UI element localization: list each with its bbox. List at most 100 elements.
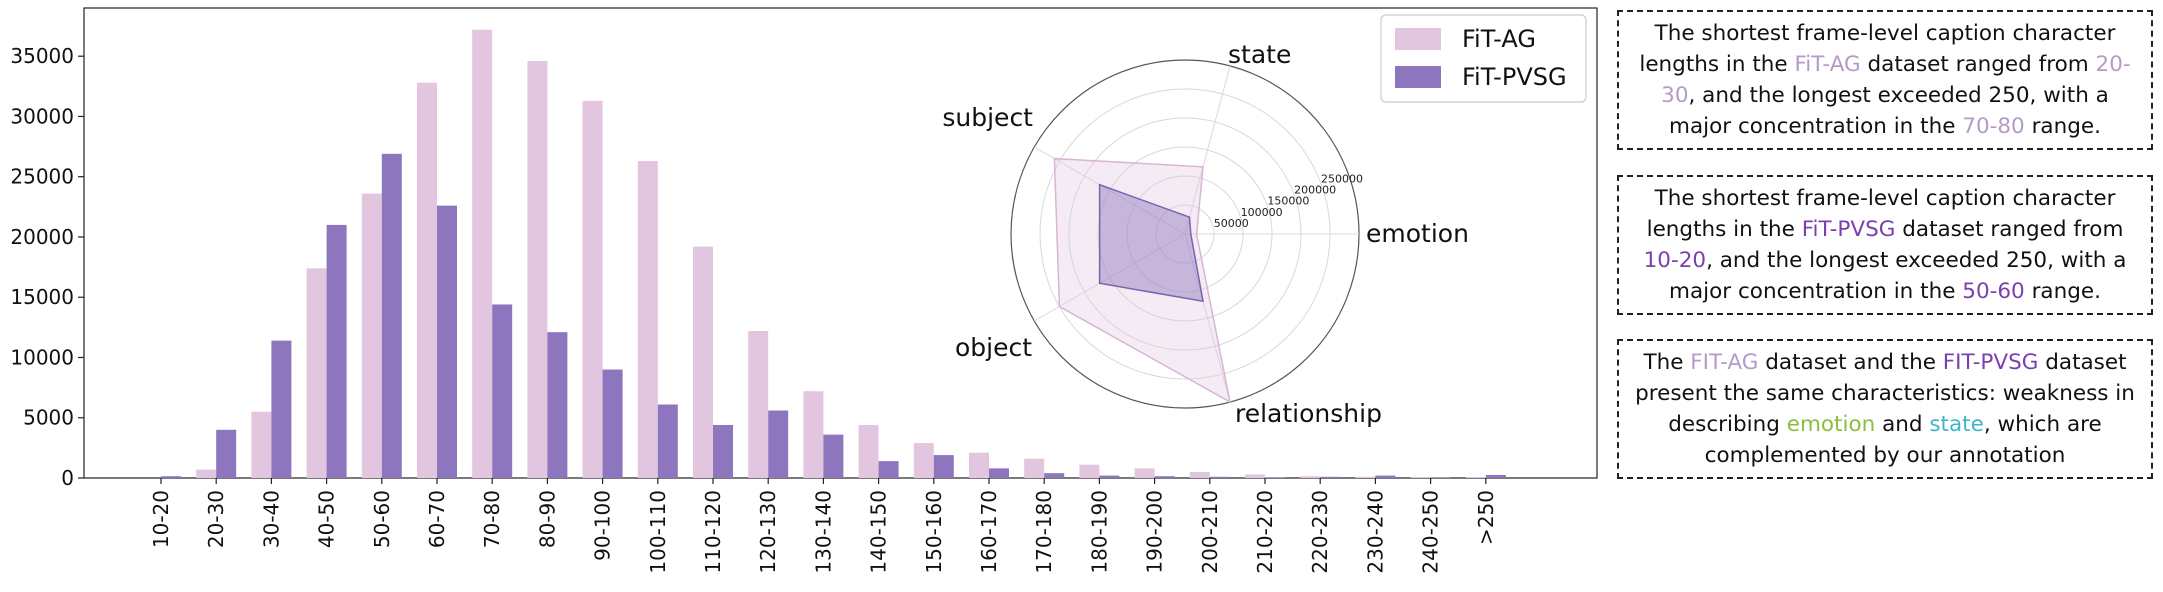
radar-tick-label: 150000 — [1267, 195, 1309, 208]
bar-fit-ag — [748, 330, 769, 478]
legend-swatch-fit-pvsg — [1395, 66, 1441, 88]
bar-fit-ag — [1079, 464, 1100, 478]
x-tick-label: 160-170 — [977, 490, 1001, 574]
chart-figure: 0 5000 10000 15000 20000 25000 30000 35000 10-20… — [10, 7, 1598, 574]
annotation-text-segment: , and the longest exceeded 250, with a m… — [1669, 83, 2109, 139]
annotation-text-segment: and — [1875, 412, 1930, 437]
radar-spoke — [1184, 233, 1231, 403]
bar-fit-pvsg — [381, 153, 402, 479]
bar-fit-pvsg — [161, 476, 181, 478]
x-tick-label: 220-230 — [1308, 490, 1332, 574]
x-tick-label: 30-40 — [259, 490, 283, 548]
radar-area-fit-pvsg — [1098, 183, 1204, 303]
bar-fit-ag — [1024, 458, 1045, 478]
annotation-text-segment: The shortest frame-level caption charact… — [1639, 21, 2116, 77]
annotation-text-segment: dataset ranged from — [1895, 217, 2124, 242]
x-tick-label: 120-130 — [756, 490, 780, 574]
bar-fit-ag — [417, 82, 437, 478]
radar-tick-label: 100000 — [1241, 206, 1283, 219]
bar-fit-ag — [1300, 476, 1321, 478]
chart-legend: FiT-AG FiT-PVSG — [1380, 14, 1587, 103]
bar-fit-ag — [527, 61, 548, 479]
radar-axis-label-relationship: relationship — [1235, 399, 1382, 428]
bar-fit-ag — [1134, 468, 1155, 478]
y-tick-label: 35000 — [10, 44, 74, 68]
annotation-text-segment: range. — [2024, 114, 2101, 139]
bar-fit-pvsg — [713, 424, 733, 478]
bar-fit-pvsg — [602, 369, 623, 478]
x-tick-label: 200-210 — [1198, 490, 1222, 574]
bar-fit-ag — [858, 424, 879, 478]
bar-fit-pvsg — [1099, 475, 1120, 478]
bar-fit-pvsg — [989, 468, 1009, 478]
annotation-text-segment: dataset present the same characteristics… — [1635, 350, 2135, 437]
radar-area-fit-ag — [1053, 157, 1232, 404]
annotation-text-segment: dataset and the — [1758, 350, 1943, 375]
bar-fit-ag — [803, 391, 824, 478]
annotation-text: The shortest frame-level caption charact… — [1629, 18, 2141, 142]
bar-fit-pvsg — [1485, 474, 1506, 478]
x-tick-label: 10-20 — [149, 490, 173, 548]
bar-fit-ag — [582, 100, 603, 479]
bar-fit-pvsg — [492, 304, 513, 478]
annotation-text-segment: , and the longest exceeded 250, with a m… — [1669, 248, 2127, 304]
x-tick-label: 90-100 — [591, 490, 615, 561]
highlighted-term: 50-60 — [1962, 279, 2025, 304]
radar-spoke — [1184, 65, 1231, 235]
y-tick-label: 30000 — [10, 104, 74, 128]
y-tick-label: 10000 — [10, 345, 74, 369]
x-tick-label: 170-180 — [1032, 490, 1056, 574]
x-tick-label: 80-90 — [535, 490, 559, 548]
radar-axis-label-emotion: emotion — [1366, 219, 1469, 248]
x-tick-label: 100-110 — [646, 490, 670, 574]
bar-fit-pvsg — [1430, 477, 1451, 478]
bar-fit-ag — [969, 452, 989, 478]
bar-fit-ag — [196, 469, 217, 478]
annotation-box-fit-pvsg: The shortest frame-level caption charact… — [1617, 175, 2153, 315]
x-tick-label: 230-240 — [1363, 490, 1387, 574]
x-tick-label: 70-80 — [480, 490, 504, 548]
annotation-box-fit-ag: The shortest frame-level caption charact… — [1617, 10, 2153, 150]
x-tick-label: 140-150 — [867, 490, 891, 574]
highlighted-term: FiT-AG — [1794, 52, 1861, 77]
bar-fit-pvsg — [878, 461, 899, 478]
radar-tick-label: 200000 — [1294, 184, 1336, 197]
x-tick-label: 40-50 — [315, 490, 339, 548]
bar-fit-ag — [1245, 474, 1265, 478]
highlighted-term: FIT-AG — [1690, 350, 1759, 375]
y-tick-label: 25000 — [10, 165, 74, 189]
x-tick-label: 110-120 — [701, 490, 725, 574]
bar-fit-pvsg — [216, 429, 237, 478]
bar-fit-pvsg — [1265, 477, 1285, 478]
bar-fit-pvsg — [1375, 475, 1396, 478]
annotation-text-segment: The shortest frame-level caption charact… — [1646, 186, 2116, 242]
bar-fit-ag — [913, 443, 934, 478]
x-tick-label: 210-220 — [1253, 490, 1277, 574]
bar-fit-ag — [306, 268, 327, 478]
bar-fit-pvsg — [1154, 476, 1175, 478]
bar-fit-pvsg — [271, 340, 292, 478]
bar-fit-ag — [1355, 476, 1376, 478]
x-tick-label: 190-200 — [1143, 490, 1167, 574]
highlighted-term: 70-80 — [1962, 114, 2025, 139]
x-tick-label: 60-70 — [425, 490, 449, 548]
radar-axis-label-state: state — [1228, 40, 1291, 69]
x-tick-label: 240-250 — [1419, 490, 1443, 574]
radar-tick-label: 50000 — [1214, 217, 1249, 230]
x-tick-label: 20-30 — [204, 490, 228, 548]
annotation-text-segment: dataset ranged from — [1860, 52, 2096, 77]
radar-axis-label-object: object — [955, 333, 1032, 362]
legend-label-fit-pvsg: FiT-PVSG — [1462, 63, 1567, 91]
highlighted-term: 10-20 — [1643, 248, 1707, 273]
bar-fit-pvsg — [823, 434, 844, 478]
bar-fit-pvsg — [657, 404, 678, 478]
highlighted-term: 20-30 — [1661, 52, 2131, 108]
bar-fit-pvsg — [547, 332, 568, 478]
bar-fit-ag — [361, 193, 382, 479]
bar-fit-ag — [1465, 477, 1486, 478]
highlighted-term: FIT-PVSG — [1942, 350, 2039, 375]
radar-spoke — [1034, 146, 1186, 235]
bar-fit-pvsg — [933, 455, 954, 478]
bar-fit-ag — [251, 411, 272, 478]
